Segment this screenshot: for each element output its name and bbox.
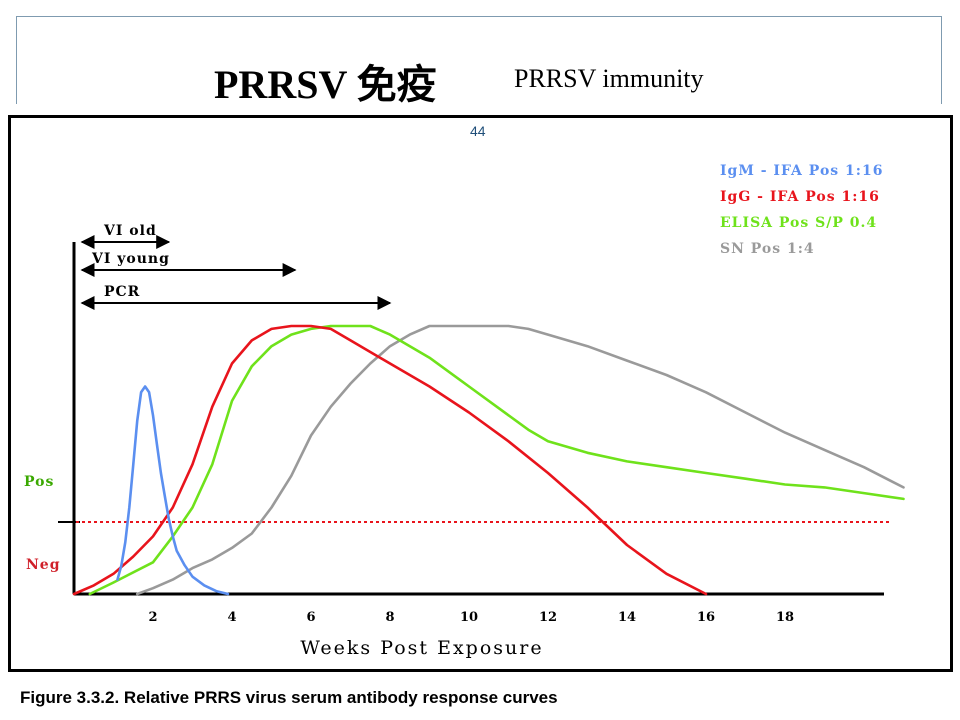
page-number: 44 xyxy=(470,123,486,139)
slide-subtitle: PRRSV immunity xyxy=(514,64,704,93)
series-line-0 xyxy=(116,385,230,596)
x-tick-label: 16 xyxy=(697,610,715,625)
x-tick-label: 6 xyxy=(306,610,315,625)
x-tick-label: 2 xyxy=(148,610,157,625)
series-line-2 xyxy=(88,324,905,596)
legend-entry: IgG - IFA Pos 1:16 xyxy=(720,189,880,205)
window-arrow-label: PCR xyxy=(104,284,140,300)
title-frame xyxy=(16,16,942,104)
figure-caption: Figure 3.3.2. Relative PRRS virus serum … xyxy=(20,688,558,707)
x-tick-label: 4 xyxy=(227,610,236,625)
pos-label: Pos xyxy=(24,474,54,490)
slide-title: PRRSV 免疫 xyxy=(214,62,437,107)
legend-entry: SN Pos 1:4 xyxy=(720,241,815,257)
legend-entry: IgM - IFA Pos 1:16 xyxy=(720,163,883,179)
series-line-3 xyxy=(135,324,905,596)
neg-label: Neg xyxy=(26,557,61,573)
x-tick-label: 14 xyxy=(618,610,636,625)
window-arrow-label: VI young xyxy=(91,251,170,267)
window-arrow-label: VI old xyxy=(103,223,157,239)
series-line-1 xyxy=(72,324,708,596)
x-axis-label: Weeks Post Exposure xyxy=(300,637,543,659)
x-tick-label: 12 xyxy=(539,610,557,625)
x-tick-label: 8 xyxy=(385,610,394,625)
legend-entry: ELISA Pos S/P 0.4 xyxy=(720,215,877,231)
x-tick-label: 18 xyxy=(776,610,794,625)
x-tick-label: 10 xyxy=(460,610,478,625)
